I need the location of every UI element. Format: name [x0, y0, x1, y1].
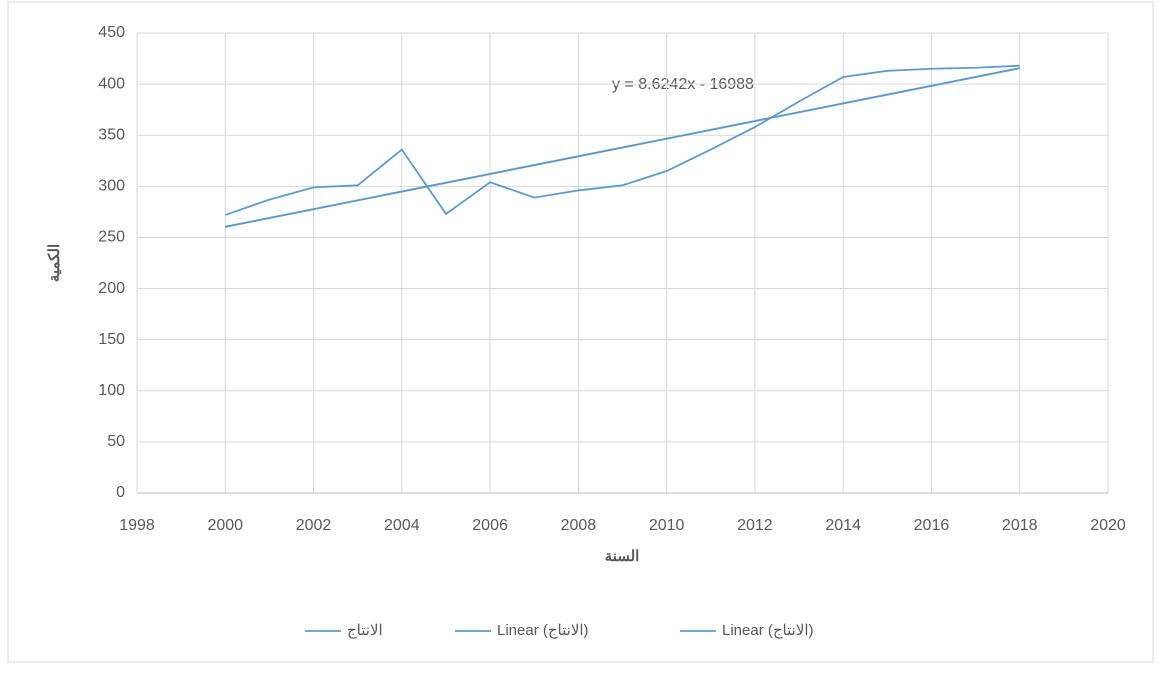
x-tick-label: 2014: [825, 517, 861, 534]
series-line: [225, 67, 1020, 228]
x-tick-label: 2012: [737, 517, 773, 534]
x-tick-label: 1998: [119, 517, 155, 534]
x-tick-label: 2016: [914, 517, 950, 534]
y-tick-label: 400: [98, 75, 125, 92]
y-tick-label: 350: [98, 126, 125, 143]
trendline-equation: y = 8.6242x - 16988: [612, 76, 754, 93]
y-tick-label: 150: [98, 331, 125, 348]
chart-border: [7, 1, 1154, 663]
x-tick-label: 2004: [384, 517, 420, 534]
x-tick-label: 2006: [472, 517, 508, 534]
y-tick-label: 300: [98, 178, 125, 195]
legend-label: Linear (الانتاج): [722, 622, 814, 639]
x-tick-label: 2000: [207, 517, 243, 534]
legend-label: Linear (الانتاج): [497, 622, 589, 639]
y-tick-label: 0: [116, 484, 125, 501]
x-tick-label: 2002: [296, 517, 332, 534]
legend-label: الانتاج: [347, 622, 383, 639]
x-tick-label: 2020: [1090, 517, 1126, 534]
x-tick-label: 2010: [649, 517, 685, 534]
y-tick-label: 200: [98, 280, 125, 297]
y-tick-label: 100: [98, 382, 125, 399]
y-axis-label: الكمية: [46, 244, 63, 282]
x-axis-label: السنة: [605, 548, 640, 565]
y-tick-label: 50: [107, 433, 125, 450]
y-tick-label: 250: [98, 229, 125, 246]
x-tick-label: 2008: [561, 517, 597, 534]
x-tick-label: 2018: [1002, 517, 1038, 534]
y-tick-label: 450: [98, 24, 125, 41]
series-line: [224, 64, 1020, 216]
